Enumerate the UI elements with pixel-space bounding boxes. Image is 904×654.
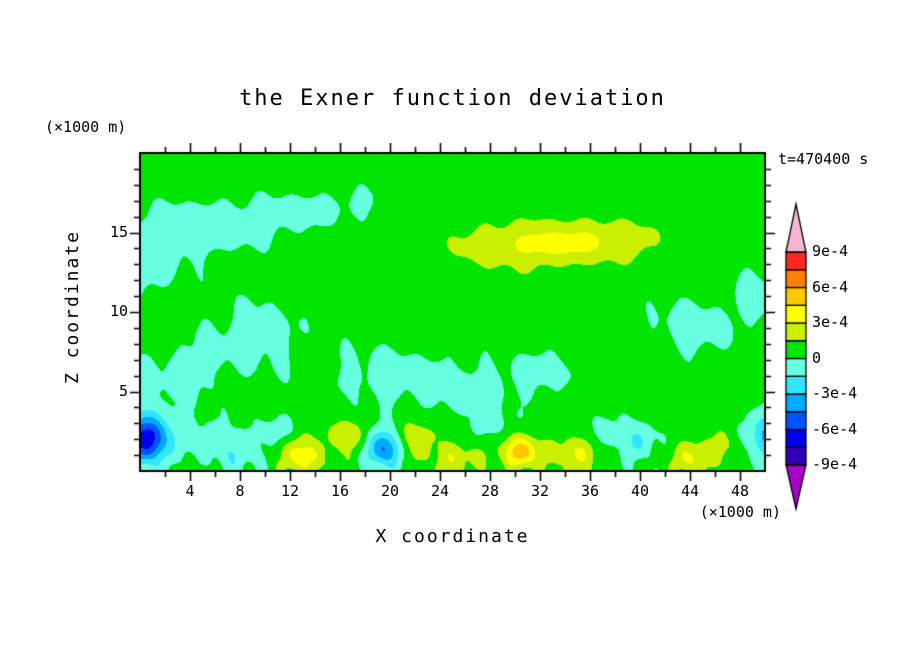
z-axis-unit-label: (×1000 m) <box>45 118 127 136</box>
x-tick-label: 12 <box>280 482 300 500</box>
x-tick-label: 16 <box>330 482 350 500</box>
plot-title: the Exner function deviation <box>239 86 666 111</box>
colorbar-tick-label: -6e-4 <box>812 419 858 438</box>
colorbar-tick-label: 0 <box>812 348 822 367</box>
x-tick-label: 36 <box>580 482 600 500</box>
y-tick-label: 5 <box>118 381 128 400</box>
x-axis-unit-label: (×1000 m) <box>699 503 781 521</box>
x-tick-label: 44 <box>680 482 700 500</box>
x-axis-title: X coordinate <box>375 526 530 547</box>
x-tick-label: 20 <box>380 482 400 500</box>
y-tick-label: 10 <box>109 302 128 320</box>
colorbar-tick-label: -9e-4 <box>812 455 858 473</box>
colorbar-tick-label: 3e-4 <box>812 313 849 331</box>
x-tick-label: 4 <box>185 482 195 500</box>
x-tick-label: 8 <box>235 482 245 500</box>
colorbar-tick-label: -3e-4 <box>812 384 858 402</box>
x-tick-label: 48 <box>730 482 750 500</box>
colorbar-tick-label: 6e-4 <box>812 277 849 296</box>
time-label: t=470400 s <box>778 150 869 168</box>
x-tick-label: 28 <box>480 482 500 500</box>
x-tick-label: 40 <box>630 482 650 500</box>
colorbar-tick-label: 9e-4 <box>812 242 849 260</box>
y-tick-label: 15 <box>109 222 128 241</box>
x-tick-label: 24 <box>430 482 450 500</box>
x-tick-label: 32 <box>530 482 550 500</box>
z-axis-title: Z coordinate <box>62 230 83 385</box>
